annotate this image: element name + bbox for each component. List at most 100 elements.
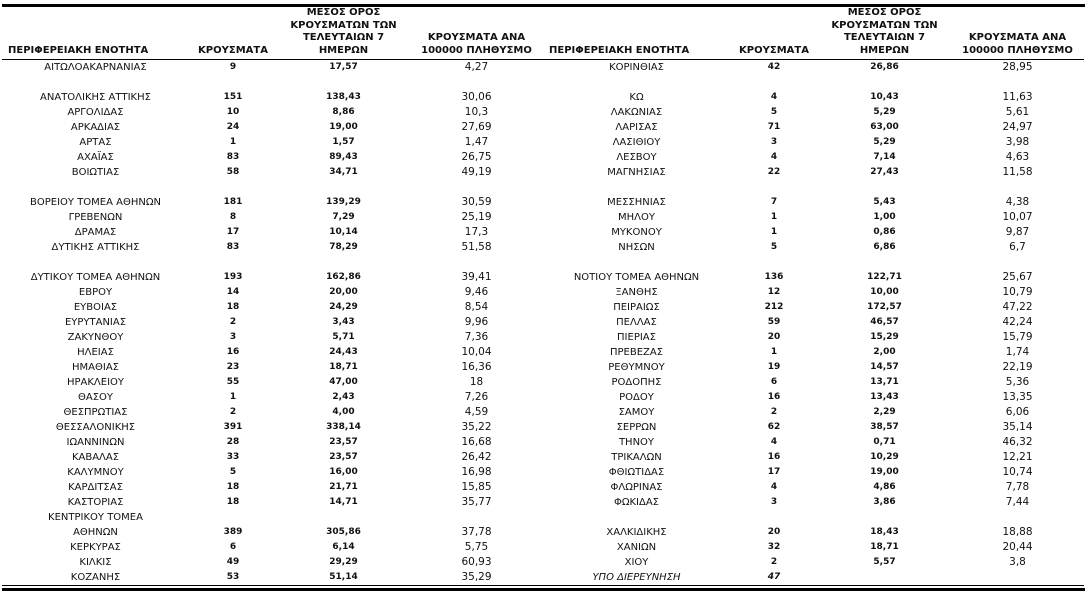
table-row: ΝΗΣΩΝ 5 6,86 6,7 [543,240,1084,255]
avg7-cell: 2,43 [332,392,355,402]
table-row: ΒΟΡΕΙΟΥ ΤΟΜΕΑ ΑΘΗΝΩΝ 181 139,29 30,59 [2,195,543,210]
avg7-cell: 17,57 [329,62,358,72]
cases-cell: 20 [767,332,781,342]
per100k-cell: 1,74 [1005,346,1030,358]
per100k-cell: 13,35 [1002,391,1033,403]
per100k-cell: 5,75 [464,541,489,553]
per100k-cell: 15,85 [461,481,492,493]
cases-cell: 5 [770,107,778,117]
per100k-cell [410,75,543,90]
avg7-cell: 24,43 [329,347,358,357]
avg7-cell: 46,57 [870,317,899,327]
table-row: ΧΑΛΚΙΔΙΚΗΣ 20 18,43 18,88 [543,525,1084,540]
per100k-cell: 30,59 [461,196,492,208]
cases-cell: 14 [226,287,240,297]
avg7-cell [277,75,410,90]
cases-table-left: ΠΕΡΙΦΕΡΕΙΑΚΗ ΕΝΟΤΗΤΑ ΚΡΟΥΣΜΑΤΑ ΜΕΣΟΣ ΟΡΟ… [2,7,543,586]
cases-cell: 3 [229,332,237,342]
region-cell: ΑΧΑΪΑΣ [77,152,114,163]
table-row: ΑΧΑΪΑΣ 83 89,43 26,75 [2,150,543,165]
cases-cell [730,75,818,90]
region-cell: ΚΑΒΑΛΑΣ [71,452,120,463]
cases-cell: 55 [226,377,240,387]
region-cell: ΠΡΕΒΕΖΑΣ [609,347,664,358]
region-cell: ΚΕΝΤΡΙΚΟΥ ΤΟΜΕΑ [48,512,143,523]
per100k-cell: 37,78 [461,526,492,538]
region-cell: ΝΗΣΩΝ [618,242,655,253]
avg7-cell: 18,43 [870,527,899,537]
cases-cell: 4 [770,92,778,102]
cases-cell: 17 [226,227,240,237]
col-header-cases: ΚΡΟΥΣΜΑΤΑ [189,7,277,60]
table-row: ΕΥΡΥΤΑΝΙΑΣ 2 3,43 9,96 [2,315,543,330]
avg7-cell: 16,00 [329,467,358,477]
cases-cell: 212 [764,302,784,312]
per100k-cell: 9,46 [464,286,489,298]
region-cell: ΚΑΛΥΜΝΟΥ [67,467,124,478]
col-header-per-100k: ΚΡΟΥΣΜΑΤΑ ΑΝΑ 100000 ΠΛΗΘΥΣΜΟ [410,7,543,60]
per100k-cell: 25,67 [1002,271,1033,283]
per100k-cell: 6,7 [1009,241,1026,253]
region-cell: ΕΒΡΟΥ [78,287,113,298]
region-cell: ΕΥΡΥΤΑΝΙΑΣ [64,317,127,328]
avg7-cell: 23,57 [329,437,358,447]
cases-cell: 28 [226,437,240,447]
region-cell: ΦΩΚΙΔΑΣ [613,497,660,508]
per100k-cell: 22,19 [1002,361,1033,373]
region-cell: ΖΑΚΥΝΘΟΥ [67,332,124,343]
region-cell: ΑΡΓΟΛΙΔΑΣ [67,107,124,118]
cases-cell: 24 [226,122,240,132]
region-cell: ΑΘΗΝΩΝ [73,527,118,538]
region-cell [2,255,189,270]
col-header-avg-7day: ΜΕΣΟΣ ΟΡΟΣ ΚΡΟΥΣΜΑΤΩΝ ΤΩΝ ΤΕΛΕΥΤΑΙΩΝ 7 Η… [277,7,410,60]
per100k-cell: 7,26 [464,391,489,403]
table-row [543,180,1084,195]
region-cell: ΑΡΤΑΣ [79,137,112,148]
per100k-cell: 11,58 [1002,166,1033,178]
region-cell [543,510,730,525]
region-cell: ΚΙΛΚΙΣ [79,557,112,568]
per100k-cell [951,510,1084,525]
cases-cell [730,510,818,525]
table-row: ΑΡΤΑΣ 1 1,57 1,47 [2,135,543,150]
cases-cell: 62 [767,422,781,432]
table-row: ΠΡΕΒΕΖΑΣ 1 2,00 1,74 [543,345,1084,360]
table-row [2,180,543,195]
table-row: ΕΒΡΟΥ 14 20,00 9,46 [2,285,543,300]
per100k-cell: 15,79 [1002,331,1033,343]
table-row: ΑΝΑΤΟΛΙΚΗΣ ΑΤΤΙΚΗΣ 151 138,43 30,06 [2,90,543,105]
per100k-cell: 1,47 [464,136,489,148]
cases-cell: 9 [229,62,237,72]
table-row: ΑΙΤΩΛΟΑΚΑΡΝΑΝΙΑΣ 9 17,57 4,27 [2,60,543,76]
region-cell: ΗΡΑΚΛΕΙΟΥ [66,377,125,388]
avg7-cell [818,510,951,525]
region-cell: ΜΑΓΝΗΣΙΑΣ [607,167,666,178]
avg7-cell: 0,86 [873,227,896,237]
region-cell: ΓΡΕΒΕΝΩΝ [68,212,123,223]
table-row: ΔΡΑΜΑΣ 17 10,14 17,3 [2,225,543,240]
avg7-cell: 7,14 [873,152,896,162]
avg7-cell: 19,00 [870,467,899,477]
avg7-cell: 10,43 [870,92,899,102]
table-row: ΠΕΛΛΑΣ 59 46,57 42,24 [543,315,1084,330]
avg7-cell: 19,00 [329,122,358,132]
table-row: ΤΗΝΟΥ 4 0,71 46,32 [543,435,1084,450]
table-row: ΑΡΓΟΛΙΔΑΣ 10 8,86 10,3 [2,105,543,120]
avg7-cell: 18,71 [870,542,899,552]
table-row: ΖΑΚΥΝΘΟΥ 3 5,71 7,36 [2,330,543,345]
table-row: ΜΥΚΟΝΟΥ 1 0,86 9,87 [543,225,1084,240]
table-row: ΘΑΣΟΥ 1 2,43 7,26 [2,390,543,405]
table-row: ΡΕΘΥΜΝΟΥ 19 14,57 22,19 [543,360,1084,375]
table-row: ΚΟΡΙΝΘΙΑΣ 42 26,86 28,95 [543,60,1084,76]
region-cell: ΚΕΡΚΥΡΑΣ [70,542,121,553]
cases-cell: 33 [226,452,240,462]
table-row: ΣΕΡΡΩΝ 62 38,57 35,14 [543,420,1084,435]
cases-cell: 59 [767,317,781,327]
avg7-cell: 5,43 [873,197,896,207]
table-row: ΛΑΣΙΘΙΟΥ 3 5,29 3,98 [543,135,1084,150]
region-cell: ΗΜΑΘΙΑΣ [72,362,119,373]
avg7-cell: 4,86 [873,482,896,492]
table-row: ΚΩ 4 10,43 11,63 [543,90,1084,105]
table-row: ΗΛΕΙΑΣ 16 24,43 10,04 [2,345,543,360]
avg7-cell: 63,00 [870,122,899,132]
